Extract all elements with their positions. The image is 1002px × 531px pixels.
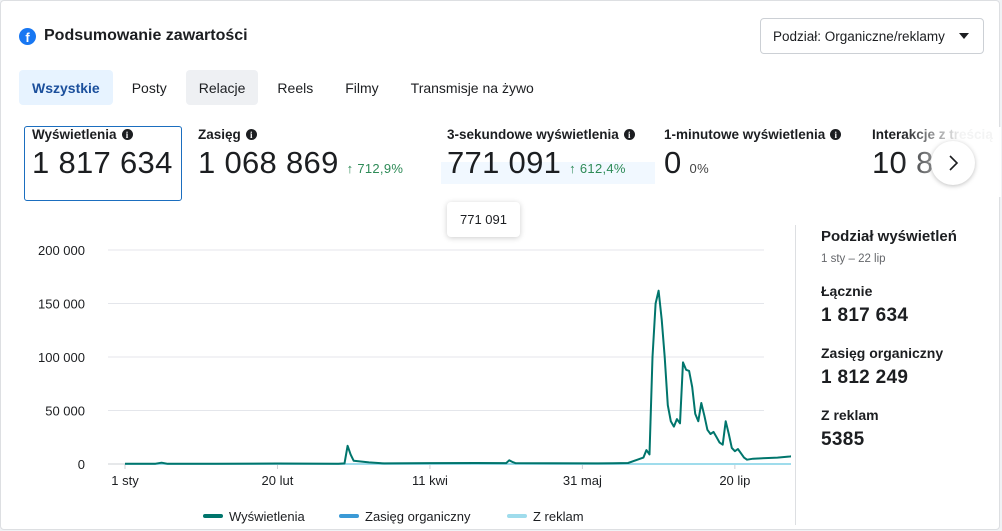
info-icon[interactable]: i bbox=[623, 129, 635, 140]
views-line-chart: 0 50 000 100 000 150 000 200 000 1 sty 20 lut 1… bbox=[38, 243, 791, 524]
tab-live[interactable]: Transmisje na żywo bbox=[410, 79, 534, 96]
organic-label: Zasięg organiczny bbox=[821, 345, 944, 361]
x-tick-label: 1 sty bbox=[111, 473, 139, 488]
legend-label: Wyświetlenia bbox=[229, 509, 306, 524]
metric-label: Wyświetlenia bbox=[32, 127, 117, 142]
info-icon[interactable]: i bbox=[830, 129, 842, 140]
x-tick-label: 11 kwi bbox=[412, 473, 448, 488]
page-title: Podsumowanie zawartości bbox=[44, 27, 248, 44]
chevron-right-icon bbox=[949, 155, 959, 171]
tab-posts[interactable]: Posty bbox=[131, 79, 167, 96]
legend-label: Z reklam bbox=[533, 509, 584, 524]
y-tick-label: 200 000 bbox=[38, 243, 85, 258]
metric-label: Zasięg bbox=[198, 127, 241, 142]
metric-value: 1 817 634 bbox=[32, 145, 173, 180]
breakdown-date-range: 1 sty – 22 lip bbox=[821, 253, 886, 265]
metric-change: 0% bbox=[689, 161, 709, 176]
x-tick-label: 31 maj bbox=[563, 473, 602, 488]
total-value: 1 817 634 bbox=[821, 305, 909, 326]
x-tick-label: 20 lut bbox=[262, 473, 294, 488]
ads-label: Z reklam bbox=[821, 407, 879, 423]
metric-change: ↑ 712,9% bbox=[346, 161, 404, 176]
breakdown-title: Podział wyświetleń bbox=[821, 228, 957, 245]
info-icon[interactable]: i bbox=[121, 129, 133, 140]
y-tick-label: 100 000 bbox=[38, 350, 85, 365]
ads-value: 5385 bbox=[821, 429, 865, 450]
breakdown-dropdown[interactable]: Podział: Organiczne/reklamy bbox=[760, 18, 984, 54]
tab-reels[interactable]: Reels bbox=[277, 79, 314, 96]
header: f Podsumowanie zawartości bbox=[19, 27, 248, 45]
y-tick-label: 150 000 bbox=[38, 297, 85, 312]
facebook-icon: f bbox=[19, 27, 36, 45]
metric-label: 3-sekundowe wyświetlenia bbox=[447, 127, 619, 142]
info-icon[interactable]: i bbox=[245, 129, 257, 140]
tab-videos[interactable]: Filmy bbox=[345, 79, 379, 96]
caret-down-icon bbox=[958, 33, 969, 39]
metric-reach[interactable]: Zasięg i 1 068 869 ↑ 712,9% bbox=[198, 127, 403, 181]
x-tick-label: 20 lip bbox=[719, 473, 750, 488]
metric-label: 1-minutowe wyświetlenia bbox=[664, 127, 826, 142]
next-metrics-button[interactable] bbox=[931, 141, 975, 185]
metric-views[interactable]: Wyświetlenia i 1 817 634 bbox=[32, 127, 173, 181]
metric-value: 771 091 bbox=[447, 145, 562, 180]
breakdown-label: Podział: Organiczne/reklamy bbox=[773, 28, 945, 44]
legend-label: Zasięg organiczny bbox=[365, 509, 471, 524]
metric-1m-views[interactable]: 1-minutowe wyświetlenia i 0 0% bbox=[664, 127, 842, 181]
series-line bbox=[124, 289, 791, 465]
metric-value: 0 bbox=[664, 145, 682, 180]
y-tick-label: 0 bbox=[78, 457, 85, 472]
total-label: Łącznie bbox=[821, 283, 873, 299]
content-tabs: Wszystkie Posty Relacje Reels Filmy Tran… bbox=[19, 70, 547, 105]
organic-value: 1 812 249 bbox=[821, 367, 909, 388]
metric-highlight bbox=[441, 162, 655, 184]
y-tick-label: 50 000 bbox=[45, 404, 85, 419]
tab-stories[interactable]: Relacje bbox=[185, 70, 259, 105]
metric-change: ↑ 612,4% bbox=[569, 161, 626, 176]
metric-value: 1 068 869 bbox=[198, 145, 339, 180]
metric-3s-views[interactable]: 3-sekundowe wyświetlenia i 771 091 ↑ 612,4… bbox=[447, 127, 635, 181]
side-divider bbox=[795, 225, 796, 525]
value-tooltip: 771 091 bbox=[447, 202, 520, 237]
views-breakdown-panel: Podział wyświetleń 1 sty – 22 lip Łączni… bbox=[821, 228, 957, 451]
selected-metric-outline[interactable] bbox=[24, 126, 182, 201]
tab-all[interactable]: Wszystkie bbox=[19, 70, 113, 105]
